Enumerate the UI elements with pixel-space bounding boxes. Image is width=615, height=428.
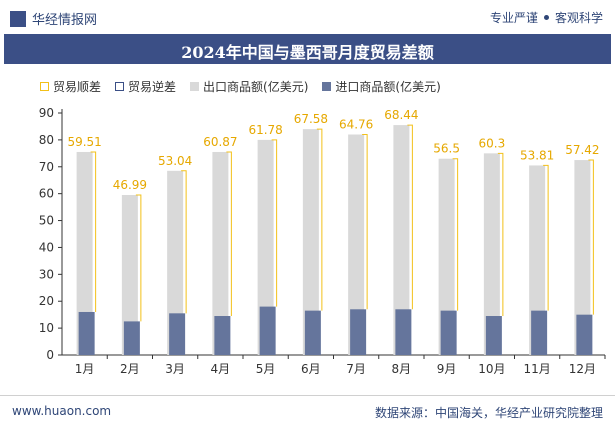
bar-export: [348, 134, 365, 355]
tagline-left: 专业严谨: [489, 11, 538, 25]
x-tick-label: 8月: [392, 362, 412, 376]
surplus-data-label: 61.78: [248, 123, 282, 137]
y-tick-label: 10: [39, 321, 54, 335]
legend-item-deficit: 贸易逆差: [115, 78, 176, 95]
top-bar: 华经情报网 专业严谨 客观科学: [0, 0, 615, 34]
dot-icon: [543, 15, 549, 20]
bar-import: [78, 311, 95, 355]
surplus-data-label: 57.42: [565, 143, 599, 157]
legend-swatch-import: [322, 82, 332, 91]
brand-name: 华经情报网: [32, 13, 98, 28]
x-tick-label: 3月: [165, 362, 185, 376]
y-tick-label: 60: [39, 187, 54, 201]
bar-import: [304, 310, 321, 355]
surplus-data-label: 68.44: [384, 108, 418, 122]
x-tick-label: 2月: [120, 362, 140, 376]
bar-surplus: [135, 194, 142, 322]
bar-import: [350, 309, 367, 355]
surplus-data-label: 60.87: [203, 135, 237, 149]
bar-export: [257, 139, 274, 355]
bar-export: [574, 160, 591, 355]
bar-surplus: [543, 164, 549, 311]
chart-title: 2024年中国与墨西哥月度贸易差额: [181, 43, 434, 62]
surplus-data-label: 59.51: [67, 135, 101, 149]
x-tick-label: 4月: [211, 362, 231, 376]
legend-swatch-export: [190, 82, 200, 91]
bar-import: [531, 310, 548, 355]
y-tick-label: 50: [39, 214, 54, 228]
chart-plot: 0 10 20 30 40 50 60 70 80 90 59.51 1月 46.99 2月 53.04 3月…: [39, 106, 606, 376]
bar-surplus: [452, 158, 459, 311]
bar-export: [167, 170, 184, 355]
x-tick-label: 5月: [256, 362, 276, 376]
legend-label-surplus: 贸易顺差: [53, 80, 102, 94]
tagline: 专业严谨 客观科学: [490, 9, 603, 26]
y-tick-label: 30: [39, 267, 54, 281]
bar-import: [214, 316, 231, 355]
legend-label-deficit: 贸易逆差: [128, 80, 177, 94]
bar-export: [393, 125, 410, 355]
footer-url: www.huaon.com: [12, 404, 112, 418]
bar-export: [529, 165, 546, 355]
x-tick-label: 11月: [523, 362, 550, 376]
y-tick-label: 70: [39, 160, 54, 174]
title-bar: 2024年中国与墨西哥月度贸易差额: [4, 34, 611, 64]
x-tick-label: 1月: [75, 362, 95, 376]
legend: 贸易顺差 贸易逆差 出口商品额(亿美元) 进口商品额(亿美元): [40, 78, 455, 95]
y-tick-label: 80: [39, 133, 54, 147]
brand: 华经情报网: [10, 9, 97, 28]
bar-import: [395, 309, 412, 355]
x-tick-label: 9月: [437, 362, 457, 376]
bar-surplus: [588, 159, 594, 315]
legend-label-export: 出口商品额(亿美元): [203, 80, 309, 94]
surplus-data-label: 56.5: [433, 142, 460, 156]
bar-import: [576, 314, 593, 355]
bar-import: [440, 310, 457, 355]
legend-label-import: 进口商品额(亿美元): [335, 80, 441, 94]
bar-import: [123, 321, 140, 355]
bar-export: [76, 151, 93, 355]
bar-import: [259, 306, 276, 355]
y-tick-label: 40: [39, 240, 54, 254]
bar-surplus: [407, 124, 413, 310]
legend-item-surplus: 贸易顺差: [40, 78, 101, 95]
bar-export: [483, 153, 500, 355]
bar-surplus: [226, 151, 232, 317]
bar-surplus: [316, 128, 323, 311]
bar-surplus: [362, 134, 368, 310]
bar-export: [121, 195, 138, 355]
x-tick-label: 10月: [478, 362, 505, 376]
x-tick-label: 12月: [569, 362, 596, 376]
bar-surplus: [90, 151, 97, 312]
surplus-data-label: 53.81: [520, 148, 554, 162]
bar-surplus: [497, 152, 504, 317]
tagline-right: 客观科学: [554, 11, 603, 25]
bar-export: [438, 158, 455, 355]
footer-source: 数据来源：中国海关，华经产业研究院整理: [374, 406, 603, 420]
y-tick-label: 90: [39, 106, 54, 120]
y-tick-label: 0: [46, 348, 54, 362]
legend-item-import: 进口商品额(亿美元): [322, 78, 441, 95]
legend-swatch-surplus: [40, 82, 49, 91]
legend-item-export: 出口商品额(亿美元): [190, 78, 308, 95]
y-tick-label: 20: [39, 294, 54, 308]
bar-import: [169, 313, 186, 355]
x-tick-label: 6月: [301, 362, 321, 376]
bar-surplus: [181, 170, 187, 314]
legend-swatch-deficit: [115, 82, 125, 91]
footer: www.huaon.com 数据来源：中国海关，华经产业研究院整理: [0, 395, 615, 428]
surplus-data-label: 53.04: [158, 154, 192, 168]
brand-logo-icon: [10, 10, 26, 27]
surplus-data-label: 64.76: [339, 118, 373, 132]
surplus-data-label: 67.58: [294, 112, 328, 126]
bar-export: [302, 129, 319, 355]
x-tick-label: 7月: [346, 362, 366, 376]
bar-surplus: [271, 139, 278, 307]
surplus-data-label: 46.99: [113, 178, 147, 192]
bar-export: [212, 151, 229, 355]
bar-import: [485, 316, 502, 355]
surplus-data-label: 60.3: [479, 136, 506, 150]
